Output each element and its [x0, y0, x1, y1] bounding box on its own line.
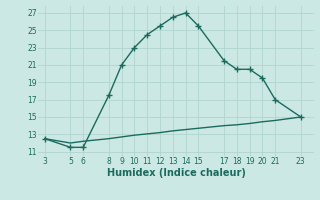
X-axis label: Humidex (Indice chaleur): Humidex (Indice chaleur) [107, 168, 245, 178]
